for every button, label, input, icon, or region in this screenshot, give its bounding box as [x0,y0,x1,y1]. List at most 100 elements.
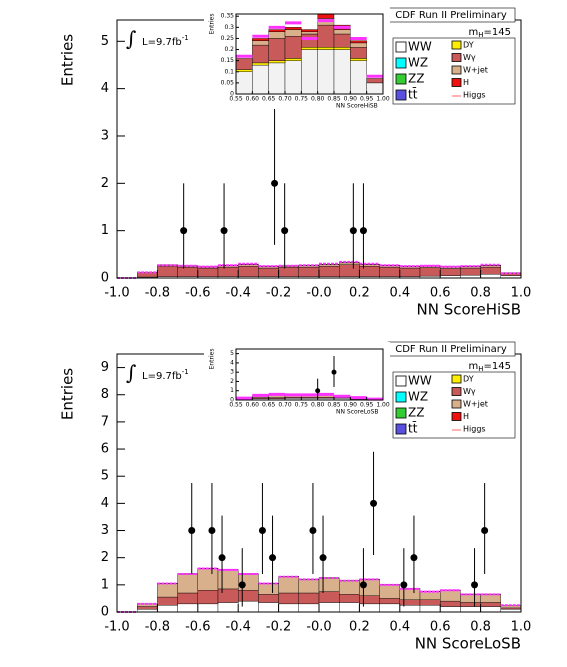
bar-segment [252,44,269,64]
data-point [271,179,279,187]
y-tick-label: 4 [101,81,109,96]
data-point [370,499,378,507]
bar-segment [284,27,302,30]
legend-swatch [451,399,462,409]
bar-segment [318,577,340,592]
x-tick-label: 0.2 [349,286,370,301]
bar-segment [480,602,502,607]
legend-label: DY [463,41,474,50]
y-axis-title: Entries [59,34,77,86]
legend-swatch [395,423,407,435]
bar-segment [379,584,401,599]
bar-segment [217,588,239,603]
bar-segment [258,602,279,613]
bar-segment [278,266,300,277]
bar-segment [480,265,502,268]
bar-segment [177,592,199,605]
legend-swatch [395,73,407,85]
plot-frame [235,13,384,95]
bar-segment [350,58,367,61]
x-tick-label: 0.85 [327,402,341,409]
lumi-text: L=9.7fb [142,371,182,382]
bar-segment [480,274,502,279]
legend-label: ZZ [408,406,424,420]
x-tick-label: -0.8 [145,620,170,635]
bar-segment [460,267,481,276]
bar-segment [339,602,360,613]
y-tick-label: 1 [230,387,234,394]
bar-segment [350,47,367,59]
bar-segment [258,267,279,277]
bar-segment [317,47,335,50]
x-tick-label: 0.70 [278,96,292,103]
bar-segment [278,603,300,613]
y-tick-label: 9 [101,360,109,375]
x-tick-label: 0.90 [344,402,358,409]
bar-segment [217,602,239,613]
x-tick-label: 0.60 [246,96,260,103]
bar-segment [440,590,461,602]
x-tick-label: -0.6 [185,286,210,301]
bar-segment [318,602,340,613]
y-tick-label: 0 [101,271,109,286]
x-tick-label: -0.4 [226,620,251,635]
data-point [319,554,327,562]
bar-segment [298,603,320,613]
data-point [359,581,367,589]
bar-segment [333,33,351,48]
x-tick-label: 1.0 [511,620,532,635]
inset-plot: 0.55 0.60 0.65 0.70 0.75 0.80 0.85 0.90 0.95 1.00… [209,13,390,110]
y-axis-title: Entries [59,368,77,420]
legend-swatch [395,57,407,69]
bar-segment [399,267,421,277]
bar-segment [333,49,351,95]
legend-label: H [463,412,469,421]
bar-segment [252,64,269,95]
y-tick-label: 5 [230,350,234,357]
bar-segment [298,579,320,594]
lumi-integral: ∫ [126,27,136,51]
x-axis-title: NN ScoreLoSB [415,635,521,653]
bar-segment [278,592,300,605]
legend-label: WW [408,40,432,54]
x-tick-label: -0.8 [145,286,170,301]
y-tick-label: 0 [101,605,109,620]
bar-segment [136,606,158,610]
bar-segment [480,266,502,275]
bar-segment [366,78,384,84]
x-tick-label: -0.6 [185,620,210,635]
x-tick-label: 0.75 [295,96,309,103]
y-tick-label: 0.2 [224,46,234,53]
y-tick-label: 2 [230,378,234,385]
x-tick-label: 0.70 [278,402,292,409]
data-point [309,527,317,535]
legend-swatch [395,41,407,53]
legend-swatch [451,53,462,62]
data-point [481,527,489,535]
x-tick-label: -1.0 [104,286,129,301]
bar-segment [197,267,219,277]
bar-segment [500,607,522,610]
x-tick-label: -0.2 [266,286,291,301]
y-tick-label: 0.25 [221,35,235,42]
x-tick-label: 0.8 [470,620,491,635]
bar-segment [379,598,401,605]
title: CDF Run II Preliminary [395,10,507,21]
mass-sub: H [478,365,483,373]
bar-segment [317,13,335,19]
bar-segment [268,29,286,32]
legend-swatch [451,65,462,75]
mass-text: =145 [484,27,511,38]
data-point [208,527,216,535]
x-tick-label: 0.6 [430,620,451,635]
bar-segment [258,594,279,603]
bar-segment [301,31,318,35]
bar-segment [237,264,259,267]
data-point [400,581,408,589]
bar-segment [359,264,380,267]
data-point [410,554,418,562]
bar-segment [440,600,461,607]
bar-segment [284,29,302,37]
y-tick-label: 3 [101,523,109,538]
bar-segment [460,594,481,603]
